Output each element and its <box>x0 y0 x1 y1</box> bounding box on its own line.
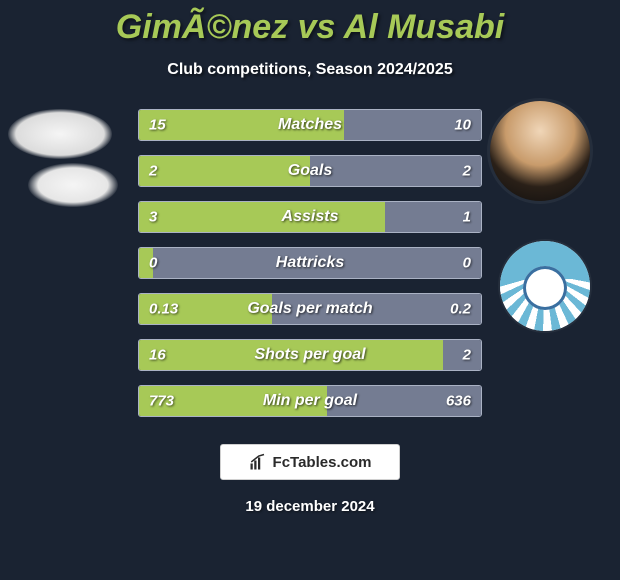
stat-bar-row: 0.13 0.2 Goals per match <box>138 293 482 325</box>
stat-value-right: 0.2 <box>450 301 471 318</box>
stat-value-left: 3 <box>149 209 157 226</box>
stat-bar-right-fill <box>310 156 481 186</box>
fctables-logo-icon <box>249 453 267 471</box>
stat-value-left: 16 <box>149 347 166 364</box>
stat-bars-container: 15 10 Matches 2 2 Goals 3 1 Assists 0 0 Hattricks 0.… <box>138 109 482 431</box>
stat-value-right: 2 <box>463 347 471 364</box>
stat-label: Hattricks <box>276 254 344 272</box>
stat-label: Assists <box>282 208 339 226</box>
page-title: GimÃ©nez vs Al Musabi <box>0 0 620 47</box>
stat-bar-row: 2 2 Goals <box>138 155 482 187</box>
club-right-badge <box>500 241 590 331</box>
player-right-avatar <box>490 101 590 201</box>
stat-value-left: 2 <box>149 163 157 180</box>
comparison-area: 15 10 Matches 2 2 Goals 3 1 Assists 0 0 Hattricks 0.… <box>0 109 620 439</box>
stat-bar-left-fill <box>139 156 310 186</box>
stat-label: Goals <box>288 162 332 180</box>
stat-value-right: 1 <box>463 209 471 226</box>
stat-value-right: 636 <box>446 393 471 410</box>
date-label: 19 december 2024 <box>0 498 620 515</box>
player-left-avatar <box>8 109 112 159</box>
site-badge: FcTables.com <box>220 444 400 480</box>
page-subtitle: Club competitions, Season 2024/2025 <box>0 61 620 79</box>
site-name: FcTables.com <box>273 454 372 471</box>
stat-value-left: 15 <box>149 117 166 134</box>
stat-label: Shots per goal <box>254 346 365 364</box>
stat-value-right: 0 <box>463 255 471 272</box>
stat-label: Matches <box>278 116 342 134</box>
stat-value-left: 773 <box>149 393 174 410</box>
stat-value-right: 2 <box>463 163 471 180</box>
stat-bar-row: 15 10 Matches <box>138 109 482 141</box>
stat-value-left: 0 <box>149 255 157 272</box>
stat-label: Min per goal <box>263 392 357 410</box>
stat-value-left: 0.13 <box>149 301 178 318</box>
stat-bar-row: 3 1 Assists <box>138 201 482 233</box>
club-left-badge <box>28 163 118 207</box>
club-badge-graphic <box>500 241 590 331</box>
stat-bar-left-fill <box>139 202 385 232</box>
stat-bar-row: 0 0 Hattricks <box>138 247 482 279</box>
stat-value-right: 10 <box>454 117 471 134</box>
stat-bar-row: 773 636 Min per goal <box>138 385 482 417</box>
stat-label: Goals per match <box>247 300 372 318</box>
stat-bar-row: 16 2 Shots per goal <box>138 339 482 371</box>
